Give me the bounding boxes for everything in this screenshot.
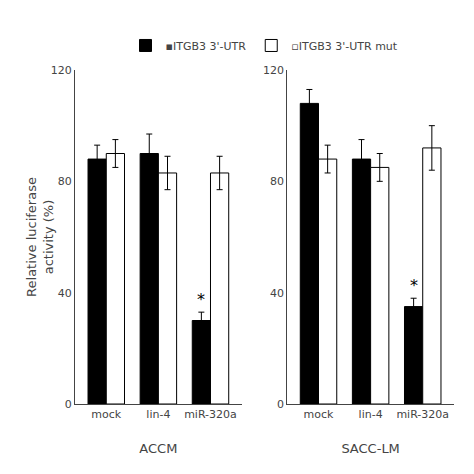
- svg-text:120: 120: [51, 64, 72, 77]
- svg-text:0: 0: [277, 398, 284, 411]
- svg-text:*: *: [410, 276, 418, 295]
- svg-text:80: 80: [270, 175, 284, 188]
- svg-text:lin-4: lin-4: [146, 408, 170, 421]
- svg-text:0: 0: [65, 398, 72, 411]
- svg-text:SACC-LM: SACC-LM: [341, 441, 399, 456]
- svg-text:mock: mock: [91, 408, 121, 421]
- svg-text:▪ITGB3 3'-UTR: ▪ITGB3 3'-UTR: [166, 40, 247, 53]
- svg-text:120: 120: [263, 64, 284, 77]
- svg-text:miR-320a: miR-320a: [396, 408, 449, 421]
- svg-text:miR-320a: miR-320a: [184, 408, 237, 421]
- svg-text:Relative luciferaseactivity (%: Relative luciferaseactivity (%): [24, 177, 56, 297]
- svg-text:*: *: [197, 290, 205, 309]
- svg-text:40: 40: [58, 287, 72, 300]
- svg-text:40: 40: [270, 287, 284, 300]
- svg-text:lin-4: lin-4: [359, 408, 383, 421]
- svg-text:80: 80: [58, 175, 72, 188]
- svg-text:mock: mock: [304, 408, 334, 421]
- svg-text:ACCM: ACCM: [139, 441, 177, 456]
- svg-text:▫ITGB3 3'-UTR mut: ▫ITGB3 3'-UTR mut: [291, 40, 398, 53]
